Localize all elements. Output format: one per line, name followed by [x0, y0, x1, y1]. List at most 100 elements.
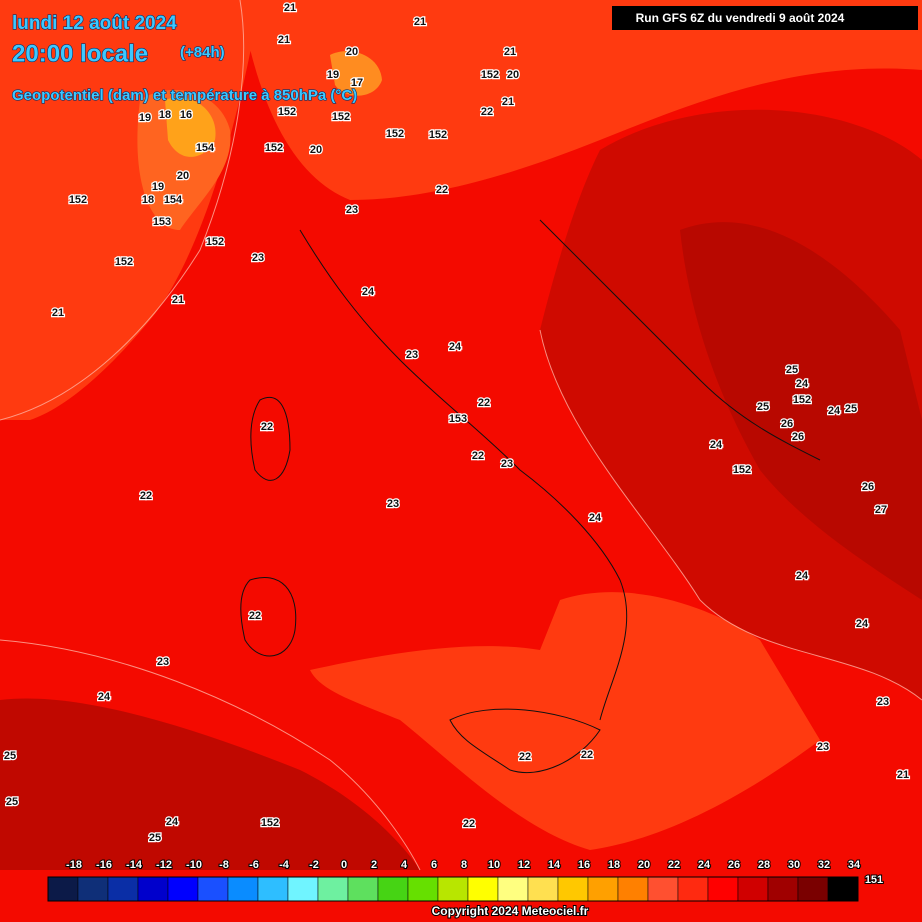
- legend-tick-label: 10: [488, 859, 500, 871]
- legend-tick-label: 6: [431, 859, 437, 871]
- legend-swatch: [47, 876, 79, 902]
- map-label: 22: [519, 751, 531, 763]
- map-label: 19: [152, 181, 164, 193]
- cool-region: [240, 0, 922, 200]
- map-label: 152: [261, 817, 279, 829]
- cold-spot: [330, 51, 382, 96]
- map-label: 25: [845, 403, 857, 415]
- map-label: 22: [140, 490, 152, 502]
- legend-swatch: [377, 876, 409, 902]
- legend-tick-label: -8: [219, 859, 229, 871]
- legend-swatch: [227, 876, 259, 902]
- copyright: Copyright 2024 Meteociel.fr: [432, 904, 589, 918]
- map-label: 24: [166, 816, 179, 828]
- legend-swatch: [287, 876, 319, 902]
- coastline: [250, 397, 291, 481]
- map-label: 18: [159, 109, 171, 121]
- map-label: 152: [69, 194, 87, 206]
- legend-tick-label: -16: [96, 859, 112, 871]
- cold-spot: [165, 97, 216, 157]
- map-label: 153: [449, 413, 467, 425]
- map-label: 24: [710, 439, 723, 451]
- legend-tick-label: -12: [156, 859, 172, 871]
- map-label: 20: [346, 46, 358, 58]
- map-label: 152: [429, 129, 447, 141]
- legend-swatch: [467, 876, 499, 902]
- isotherm: [0, 639, 421, 871]
- map-label: 152: [481, 69, 499, 81]
- run-box: [612, 6, 918, 30]
- lead: (+84h): [180, 44, 225, 61]
- legend-swatch: [77, 876, 109, 902]
- legend-swatch: [347, 876, 379, 902]
- map-label: 152: [206, 236, 224, 248]
- map-label: 26: [862, 481, 874, 493]
- legend-swatch: [557, 876, 589, 902]
- map-label: 154: [164, 194, 183, 206]
- map-label: 17: [351, 77, 363, 89]
- map-label: 23: [387, 498, 399, 510]
- legend-tick-label: 4: [401, 859, 408, 871]
- map-label: 25: [6, 796, 18, 808]
- legend-tick-label: 34: [848, 859, 861, 871]
- legend-end-label: 151: [865, 874, 883, 886]
- map-label: 25: [149, 832, 161, 844]
- map-label: 24: [856, 618, 869, 630]
- parameter: Geopotentiel (dam) et température à 850h…: [12, 87, 357, 104]
- map-label: 153: [153, 216, 171, 228]
- hot-region: [0, 698, 420, 870]
- legend-tick-label: 32: [818, 859, 830, 871]
- map-label: 21: [172, 294, 184, 306]
- coastline: [240, 576, 297, 657]
- legend-tick-label: 20: [638, 859, 650, 871]
- legend-tick-label: 30: [788, 859, 800, 871]
- legend-swatch: [167, 876, 199, 902]
- legend-swatch: [707, 876, 739, 902]
- isotherm: [0, 0, 245, 421]
- legend-swatch: [647, 876, 679, 902]
- legend-tick-label: 16: [578, 859, 590, 871]
- map-label: 24: [98, 691, 111, 703]
- coastline: [299, 229, 628, 721]
- map-label: 24: [449, 341, 462, 353]
- run: Run GFS 6Z du vendredi 9 août 2024: [636, 11, 845, 25]
- map-label: 152: [793, 394, 811, 406]
- map-label: 26: [792, 431, 804, 443]
- legend-swatch: [767, 876, 799, 902]
- map-label: 27: [875, 504, 887, 516]
- map-label: 21: [504, 46, 516, 58]
- map-label: 152: [115, 256, 133, 268]
- map-label: 152: [278, 106, 296, 118]
- map-label: 24: [362, 286, 375, 298]
- legend-tick-label: 2: [371, 859, 377, 871]
- legend-frame: [47, 876, 859, 902]
- map-label: 23: [817, 741, 829, 753]
- map-label: 25: [4, 750, 16, 762]
- legend-tick-label: 0: [341, 859, 347, 871]
- map-label: 22: [436, 184, 448, 196]
- map-label: 19: [327, 69, 339, 81]
- map-label: 22: [249, 610, 261, 622]
- legend-tick-label: -2: [309, 859, 319, 871]
- coastline: [449, 708, 601, 774]
- map-label: 25: [786, 364, 798, 376]
- legend-swatch: [617, 876, 649, 902]
- map-label: 24: [828, 405, 841, 417]
- map-label: 23: [501, 458, 513, 470]
- map-label: 21: [278, 34, 290, 46]
- coastline: [539, 219, 821, 461]
- map-label: 22: [472, 450, 484, 462]
- legend: -18 -16 -14 -12 -10 -8 -6 -4 -2 0 2 4 6 8 10 12 14 16 18 20…: [47, 858, 862, 902]
- map-label: 23: [877, 696, 889, 708]
- legend-tick-label: 8: [461, 859, 467, 871]
- isotherm: [539, 329, 922, 701]
- legend-tick-label: 26: [728, 859, 740, 871]
- map-label: 21: [897, 769, 909, 781]
- legend-tick-label: 22: [668, 859, 680, 871]
- map-label: 20: [507, 69, 519, 81]
- map-label: 152: [386, 128, 404, 140]
- map-label: 21: [52, 307, 64, 319]
- legend-tick-label: -18: [66, 859, 82, 871]
- map-label: 152: [265, 142, 283, 154]
